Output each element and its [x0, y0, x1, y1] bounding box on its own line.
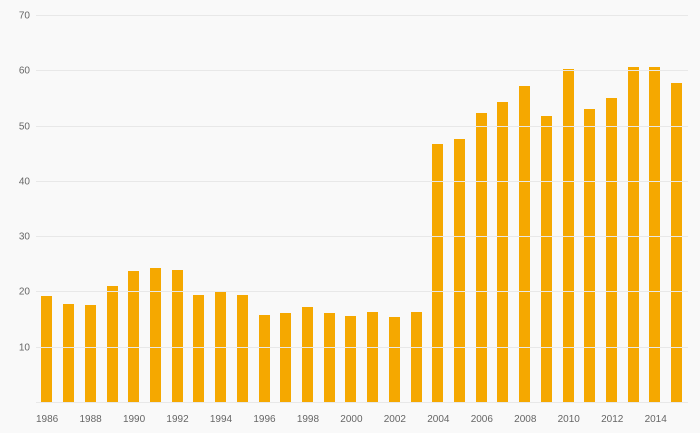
- gridline: [36, 291, 688, 293]
- y-axis-label: 50: [18, 121, 30, 133]
- bar-1998: [301, 306, 313, 403]
- x-axis-label: [449, 414, 470, 425]
- x-axis-label: 2004: [427, 414, 450, 425]
- x-axis-label: [145, 414, 166, 425]
- plot-area: 10 20 30 40 50 60 70: [19, 11, 688, 403]
- x-axis-label: [58, 414, 79, 425]
- x-axis-label: 2014: [644, 414, 667, 425]
- bar-2011: [584, 109, 596, 403]
- x-axis-label: 2002: [383, 414, 406, 425]
- bar-1999: [323, 313, 335, 403]
- bar-1996: [258, 314, 270, 403]
- bar-1995: [236, 294, 248, 403]
- bar-1987: [63, 304, 75, 403]
- x-axis-label: [580, 414, 601, 425]
- bar-2003: [410, 312, 422, 403]
- x-axis-label: 1990: [122, 414, 146, 425]
- y-axis-label: 60: [18, 65, 30, 77]
- x-axis-label: 2012: [601, 414, 624, 425]
- gridline: [36, 125, 688, 127]
- bar-2002: [388, 317, 400, 403]
- x-axis-label: [406, 414, 427, 425]
- gridline: [36, 180, 688, 182]
- bar-2013: [627, 66, 639, 403]
- x-axis-label: 1988: [79, 414, 102, 425]
- bar-2010: [562, 68, 574, 403]
- bar-2007: [497, 101, 509, 403]
- gridline: [36, 236, 688, 238]
- bar-2000: [345, 315, 357, 403]
- bar-2005: [454, 139, 466, 403]
- bar-1986: [41, 296, 53, 403]
- bar-2014: [649, 66, 661, 403]
- x-axis-label: 2010: [557, 414, 580, 425]
- x-axis-label: [276, 414, 297, 425]
- y-axis-label: 10: [18, 342, 30, 354]
- bar-2001: [367, 312, 379, 403]
- x-axis-label: 1996: [253, 414, 276, 425]
- bar-1988: [84, 304, 96, 403]
- y-axis-label: 20: [18, 286, 30, 298]
- bar-1992: [171, 269, 183, 403]
- x-axis-label: [363, 414, 384, 425]
- bar-2015: [671, 83, 683, 403]
- x-axis-label: 2000: [340, 414, 363, 425]
- bar-1989: [106, 286, 118, 403]
- bar-1990: [128, 270, 140, 403]
- x-axis-label: 2006: [470, 414, 493, 425]
- x-axis-label: [189, 414, 210, 425]
- bar-1997: [280, 312, 292, 403]
- x-axis-label: [319, 414, 340, 425]
- bar-2009: [540, 116, 552, 403]
- x-axis-label: 1992: [166, 414, 189, 425]
- gridline: [36, 346, 688, 348]
- x-axis-label: 2008: [514, 414, 537, 425]
- x-axis-label: [232, 414, 253, 425]
- bar-2004: [432, 144, 444, 403]
- x-axis-label: [102, 414, 123, 425]
- x-axis-label: [536, 414, 557, 425]
- bar-2006: [475, 113, 487, 403]
- x-axis-label: 1986: [36, 414, 59, 425]
- bars-container: [36, 16, 688, 403]
- x-axis-label: [623, 414, 644, 425]
- x-axis-label: 1998: [296, 414, 320, 425]
- x-axis-label: [667, 414, 688, 425]
- bar-1993: [193, 294, 205, 403]
- gridline: [36, 15, 688, 16]
- gridline: [36, 70, 688, 72]
- bar-2008: [519, 85, 531, 403]
- x-axis-label: [493, 414, 514, 425]
- bar-1991: [149, 268, 161, 403]
- gridline: [36, 402, 688, 403]
- y-axis-label: 30: [18, 231, 30, 243]
- x-axis: 1986 1988 1990 1992 1994 1996 1998 2000 2002 2004…: [36, 414, 688, 425]
- x-axis-label: 1994: [209, 414, 233, 425]
- y-axis-label: 40: [18, 176, 30, 188]
- bar-2012: [606, 97, 618, 403]
- y-axis-label: 70: [18, 10, 30, 22]
